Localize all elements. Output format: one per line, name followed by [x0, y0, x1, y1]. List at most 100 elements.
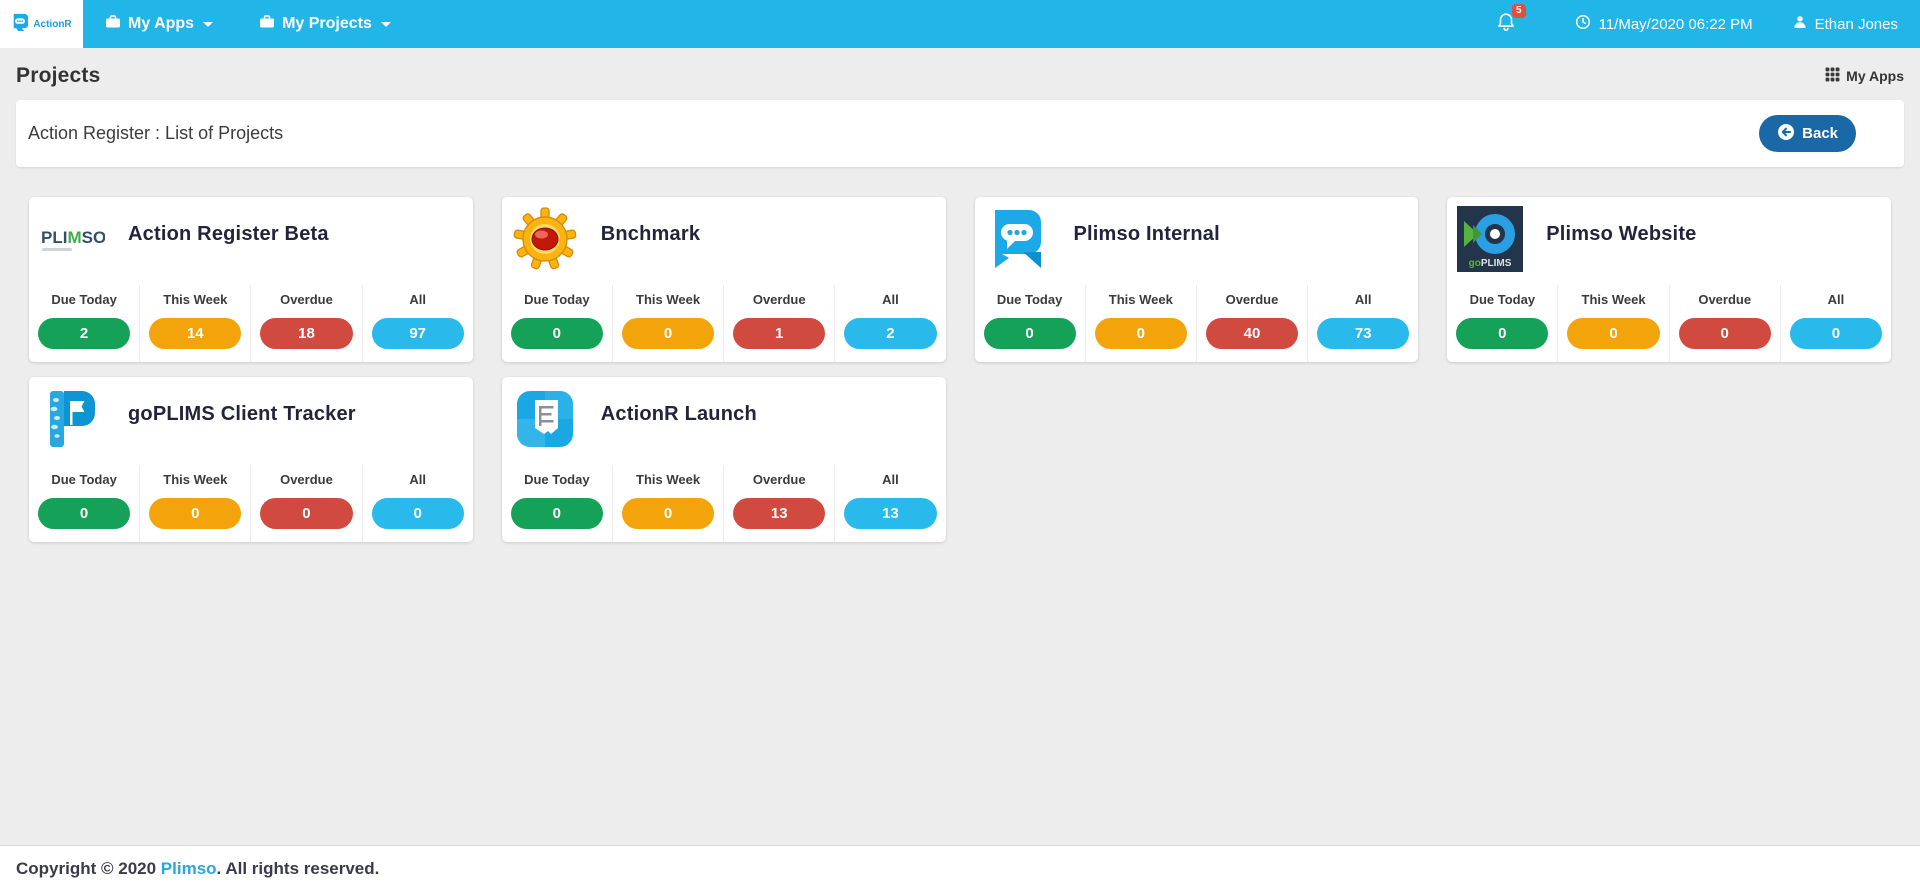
gear-icon [512, 206, 578, 272]
stat-label-this-week: This Week [163, 472, 228, 487]
plimso-wordmark-icon: PLIMSO [39, 206, 105, 272]
back-button-label: Back [1802, 125, 1838, 142]
stat-label-overdue: Overdue [1698, 292, 1752, 307]
actionr-launch-icon [512, 386, 578, 452]
project-title: Bnchmark [600, 223, 701, 245]
this-week-badge[interactable]: 0 [1567, 318, 1660, 349]
nav-my-projects-label: My Projects [282, 15, 372, 32]
chevron-down-icon [380, 21, 391, 27]
overdue-badge[interactable]: 1 [733, 318, 826, 349]
project-card[interactable]: Plimso Internal Due Today 0 This Week 0 … [974, 197, 1419, 362]
due-today-badge[interactable]: 0 [510, 498, 603, 529]
all-badge[interactable]: 13 [844, 498, 937, 529]
apps-grid-icon [1825, 67, 1840, 85]
nav-my-apps-label: My Apps [128, 15, 195, 32]
arrow-left-circle-icon [1777, 123, 1795, 145]
stat-label-overdue: Overdue [280, 292, 333, 307]
nav-my-apps[interactable]: My Apps [105, 14, 214, 35]
notification-count-badge: 5 [1512, 3, 1526, 18]
project-card[interactable]: PLIMSO Action Register Beta Due Today 2 … [29, 197, 473, 362]
project-title: Plimso Internal [1073, 223, 1220, 245]
project-card[interactable]: goPLIMS Client Tracker Due Today 0 This … [29, 377, 473, 542]
brand-name: ActionR [33, 18, 72, 30]
stat-label-all: All [882, 292, 899, 307]
breadcrumb: Action Register : List of Projects [28, 123, 284, 143]
bell-icon [1495, 12, 1517, 37]
stat-label-due-today: Due Today [51, 292, 117, 307]
project-card[interactable]: goPLIMS Plimso Website Due Today 0 This … [1447, 197, 1891, 362]
stat-label-this-week: This Week [1108, 292, 1173, 307]
footer-brand-link[interactable]: Plimso [160, 858, 217, 878]
this-week-badge[interactable]: 0 [149, 498, 242, 529]
overdue-badge[interactable]: 13 [733, 498, 826, 529]
stat-label-this-week: This Week [636, 292, 701, 307]
stat-label-due-today: Due Today [524, 472, 590, 487]
my-apps-link-label: My Apps [1846, 68, 1904, 84]
navbar-datetime: 11/May/2020 06:22 PM [1575, 14, 1753, 34]
back-button[interactable]: Back [1759, 115, 1856, 152]
overdue-badge[interactable]: 0 [1678, 318, 1771, 349]
actionr-bubble-icon [11, 13, 29, 36]
svg-text:PLIMSO: PLIMSO [41, 228, 105, 247]
briefcase-icon [105, 14, 121, 35]
stat-label-overdue: Overdue [752, 292, 806, 307]
all-badge[interactable]: 2 [844, 318, 937, 349]
footer-copyright-suffix: . All rights reserved. [216, 858, 380, 878]
user-menu[interactable]: Ethan Jones [1793, 15, 1898, 33]
overdue-badge[interactable]: 0 [260, 498, 353, 529]
this-week-badge[interactable]: 0 [621, 498, 715, 529]
briefcase-icon [259, 14, 275, 35]
stat-label-due-today: Due Today [1469, 292, 1536, 307]
projects-grid: PLIMSO Action Register Beta Due Today 2 … [0, 167, 1920, 542]
page-title: Projects [16, 64, 101, 87]
all-badge[interactable]: 0 [1789, 318, 1882, 349]
due-today-badge[interactable]: 0 [510, 318, 603, 349]
project-title: goPLIMS Client Tracker [128, 403, 356, 425]
all-badge[interactable]: 73 [1317, 318, 1410, 349]
breadcrumb-panel: Action Register : List of Projects Back [16, 100, 1904, 167]
actionr-bubble-icon [985, 206, 1051, 272]
project-card[interactable]: Bnchmark Due Today 0 This Week 0 Overdue… [501, 197, 946, 362]
plimso-website-icon: goPLIMS [1457, 206, 1524, 272]
stat-label-due-today: Due Today [524, 292, 590, 307]
stat-label-overdue: Overdue [752, 472, 806, 487]
stat-label-this-week: This Week [636, 472, 701, 487]
stat-label-all: All [882, 472, 899, 487]
due-today-badge[interactable]: 0 [1456, 318, 1549, 349]
project-title: ActionR Launch [600, 403, 757, 425]
this-week-badge[interactable]: 0 [621, 318, 715, 349]
due-today-badge[interactable]: 0 [38, 498, 131, 529]
project-title: Plimso Website [1546, 223, 1697, 245]
stat-label-this-week: This Week [1581, 292, 1646, 307]
nav-my-projects[interactable]: My Projects [259, 14, 391, 35]
stat-label-overdue: Overdue [280, 472, 333, 487]
datetime-text: 11/May/2020 06:22 PM [1598, 15, 1753, 33]
chevron-down-icon [203, 21, 214, 27]
overdue-badge[interactable]: 18 [260, 318, 353, 349]
notifications-button[interactable]: 5 [1495, 3, 1526, 38]
user-name: Ethan Jones [1814, 15, 1898, 33]
due-today-badge[interactable]: 0 [983, 318, 1076, 349]
my-apps-link[interactable]: My Apps [1825, 67, 1904, 85]
clock-icon [1575, 14, 1591, 34]
svg-text:goPLIMS: goPLIMS [1469, 258, 1512, 269]
project-card[interactable]: ActionR Launch Due Today 0 This Week 0 O… [501, 377, 946, 542]
overdue-badge[interactable]: 40 [1205, 318, 1299, 349]
stat-label-all: All [1827, 292, 1845, 307]
brand-logo[interactable]: ActionR [0, 0, 83, 48]
stat-label-all: All [1354, 292, 1372, 307]
this-week-badge[interactable]: 0 [1094, 318, 1187, 349]
stat-label-all: All [409, 292, 426, 307]
top-navbar: ActionR My Apps My Projects 5 [0, 0, 1920, 48]
project-title: Action Register Beta [128, 223, 329, 245]
footer-copyright-prefix: Copyright © 2020 [16, 858, 161, 878]
footer: Copyright © 2020 Plimso. All rights rese… [0, 845, 1920, 891]
stat-label-overdue: Overdue [1225, 292, 1279, 307]
all-badge[interactable]: 97 [371, 318, 464, 349]
user-icon [1793, 15, 1807, 33]
all-badge[interactable]: 0 [371, 498, 464, 529]
this-week-badge[interactable]: 14 [149, 318, 242, 349]
due-today-badge[interactable]: 2 [38, 318, 131, 349]
stat-label-this-week: This Week [163, 292, 228, 307]
stat-label-all: All [409, 472, 426, 487]
